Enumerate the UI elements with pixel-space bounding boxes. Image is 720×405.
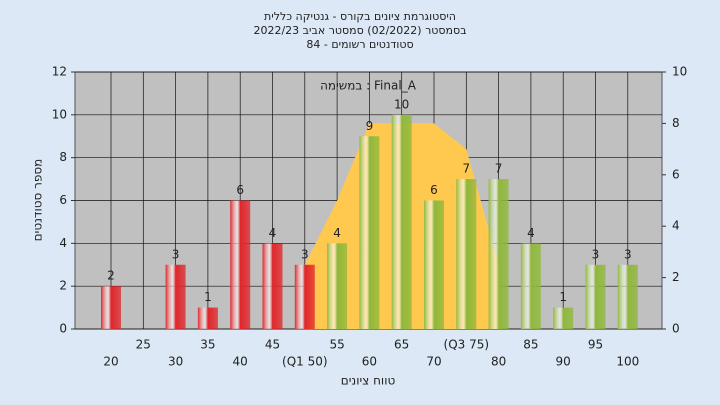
bar (424, 200, 444, 329)
value-label: 7 (462, 162, 470, 176)
bar (553, 307, 574, 329)
y2-tick-label: 8 (672, 116, 680, 130)
x-tick-label: 25 (136, 338, 151, 352)
x-tick-label: 60 (362, 355, 377, 369)
chart-subtitle: בסמסטר (02/2022) סמסטר אביב 2022/23 (253, 24, 466, 37)
y2-tick-label: 0 (672, 322, 680, 336)
value-label: 3 (592, 247, 600, 261)
bar (359, 136, 380, 329)
value-label: 4 (269, 226, 277, 240)
bar (101, 286, 121, 329)
value-label: 10 (394, 97, 409, 111)
value-label: 2 (107, 269, 115, 283)
y-tick-label: 12 (52, 65, 67, 79)
x-tick-label: 80 (491, 355, 506, 369)
value-label: 6 (430, 183, 438, 197)
bar (456, 179, 477, 329)
value-label: 4 (527, 226, 535, 240)
x-tick-label: 100 (616, 355, 639, 369)
bar (262, 243, 283, 329)
bar (617, 264, 638, 329)
value-label: 1 (559, 290, 567, 304)
x-tick-label: 30 (168, 355, 183, 369)
x-tick-label: 35 (200, 338, 215, 352)
x-tick-label: 55 (329, 338, 344, 352)
y2-tick-label: 10 (672, 65, 687, 79)
bar (520, 243, 541, 329)
y-tick-label: 4 (59, 236, 67, 250)
bar (165, 264, 186, 329)
x-tick-label: 40 (233, 355, 248, 369)
x-tick-label: 85 (523, 338, 538, 352)
bar (230, 200, 251, 329)
bar (327, 243, 348, 329)
value-label: 3 (301, 247, 309, 261)
bar (197, 307, 218, 329)
x-tick-label: 45 (265, 338, 280, 352)
x-tick-label: 95 (588, 338, 603, 352)
bar (294, 264, 315, 329)
chart-subtitle: סטודנטים רשומים - 84 (306, 38, 413, 51)
bar (585, 264, 606, 329)
x-tick-label: 65 (394, 338, 409, 352)
y2-tick-label: 4 (672, 219, 680, 233)
value-label: 6 (236, 183, 244, 197)
y-tick-label: 2 (59, 279, 67, 293)
value-label: 3 (624, 247, 632, 261)
value-label: 4 (333, 226, 341, 240)
bar (488, 179, 509, 329)
x-tick-label: 90 (556, 355, 571, 369)
x-tick-label: (Q1 50) (282, 355, 328, 369)
x-tick-label: 70 (426, 355, 441, 369)
chart-title: היסטוגרמת ציונים בקורס - גנטיקה כללית (264, 10, 456, 23)
y2-tick-label: 2 (672, 270, 680, 284)
x-axis-label: טווח ציונים (341, 374, 396, 388)
bar (391, 114, 412, 329)
value-label: 9 (366, 119, 374, 133)
value-label: 7 (495, 162, 503, 176)
x-tick-label: (Q3 75) (444, 338, 490, 352)
y-axis-label: מספר סטודנטים (31, 159, 45, 242)
y-tick-label: 6 (59, 193, 67, 207)
y-tick-label: 10 (52, 107, 67, 121)
y2-tick-label: 6 (672, 167, 680, 181)
annotation: במשימה : Final_A (320, 79, 417, 93)
value-label: 1 (204, 290, 212, 304)
value-label: 3 (172, 247, 180, 261)
y-tick-label: 8 (59, 150, 67, 164)
x-tick-label: 20 (103, 355, 118, 369)
y-tick-label: 0 (59, 322, 67, 336)
